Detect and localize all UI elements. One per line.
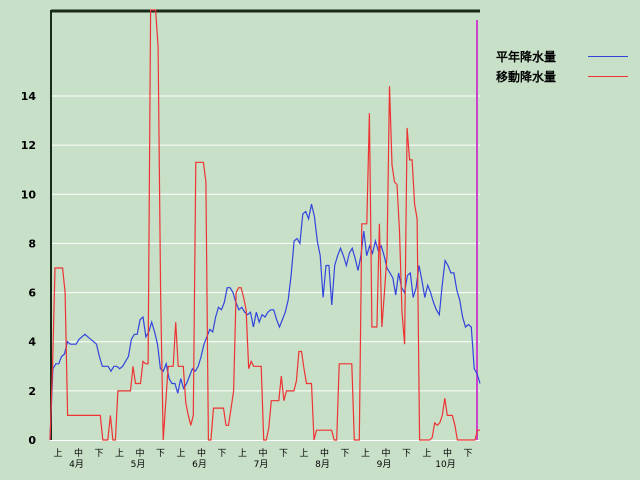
y-tick-labels: 0 2 4 6 8 10 12 14 — [21, 90, 37, 447]
plot-frame — [50, 9, 480, 441]
month-label: 8月 — [315, 459, 330, 470]
legend: 平年降水量 移動降水量 — [496, 46, 628, 86]
legend-item-normal: 平年降水量 — [496, 46, 628, 66]
month-label: 5月 — [131, 459, 146, 470]
y-tick-label: 12 — [21, 139, 36, 152]
x-tick-label: 中 — [197, 447, 206, 459]
x-tick-label: 上 — [53, 448, 62, 459]
y-tick-label: 2 — [28, 385, 36, 398]
x-tick-label: 中 — [258, 447, 267, 459]
x-tick-label: 上 — [176, 448, 185, 459]
legend-label-moving: 移動降水量 — [496, 69, 557, 84]
y-tick-label: 14 — [21, 90, 37, 103]
x-tick-label: 中 — [320, 447, 329, 459]
y-tick-label: 6 — [28, 287, 36, 300]
x-tick-label: 下 — [402, 449, 411, 459]
x-tick-label: 上 — [361, 448, 370, 459]
x-tick-labels: 上中下上中下上中下上中下上中下上中下上中下4月 5月 6月 7月 8月 9月 10月 — [53, 447, 472, 470]
x-tick-label: 下 — [156, 449, 165, 459]
grid — [50, 95, 480, 392]
series-line-0 — [49, 203, 481, 441]
x-tick-label: 上 — [422, 448, 431, 459]
series-lines — [49, 9, 481, 441]
x-tick-label: 上 — [238, 448, 247, 459]
legend-item-moving: 移動降水量 — [496, 66, 628, 86]
y-tick-label: 8 — [28, 237, 36, 250]
legend-label-normal: 平年降水量 — [496, 49, 557, 64]
month-label: 10月 — [435, 459, 455, 470]
legend-swatch-normal — [588, 55, 628, 57]
y-tick-label: 10 — [21, 188, 37, 201]
x-tick-label: 中 — [74, 447, 83, 459]
series-line-1 — [49, 9, 480, 441]
month-label: 7月 — [254, 459, 269, 470]
x-tick-label: 下 — [463, 449, 472, 459]
x-tick-label: 下 — [340, 449, 349, 459]
y-tick-label: 0 — [28, 434, 36, 447]
x-tick-label: 下 — [217, 449, 226, 459]
x-tick-label: 中 — [443, 447, 452, 459]
month-label: 4月 — [69, 459, 84, 470]
x-tick-label: 中 — [135, 447, 144, 459]
y-tick-label: 4 — [28, 336, 36, 349]
month-label: 9月 — [377, 459, 392, 470]
x-tick-label: 下 — [279, 449, 288, 459]
month-label: 6月 — [192, 459, 207, 470]
x-tick-label: 上 — [115, 448, 124, 459]
x-tick-label: 中 — [381, 447, 390, 459]
x-tick-label: 下 — [94, 449, 103, 459]
x-tick-label: 上 — [299, 448, 308, 459]
legend-swatch-moving — [588, 75, 628, 77]
